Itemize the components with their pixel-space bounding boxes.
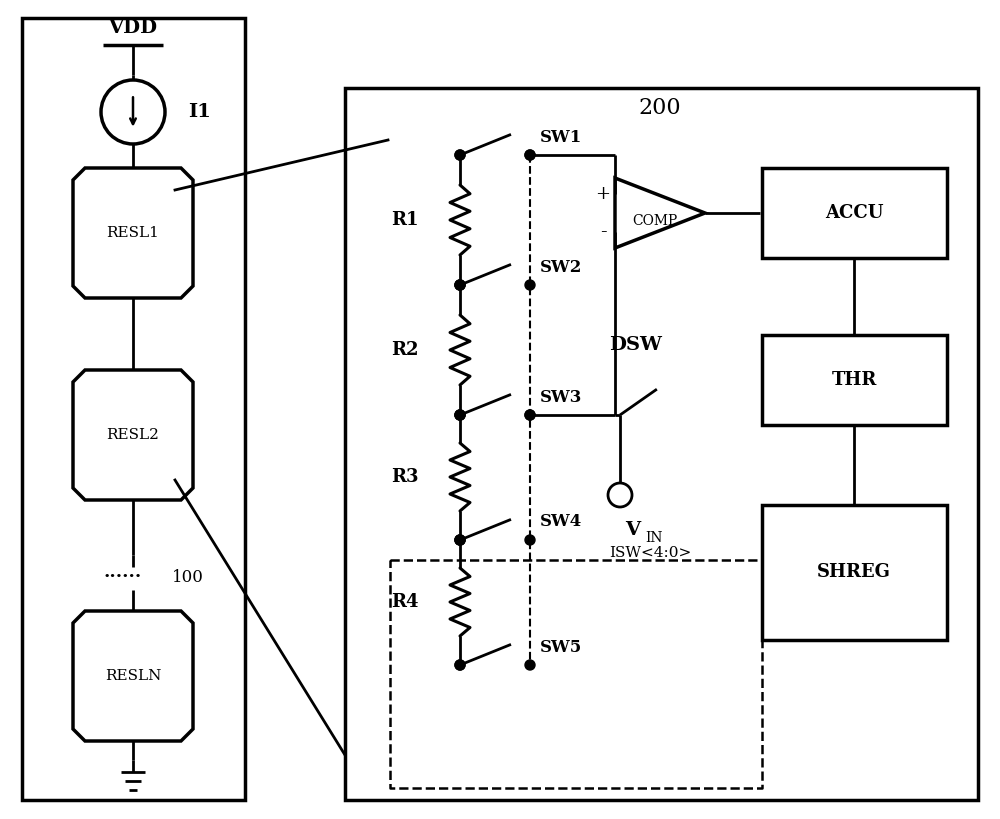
Text: 200: 200: [639, 97, 681, 119]
Text: +: +: [596, 185, 610, 203]
Circle shape: [455, 410, 465, 420]
Circle shape: [455, 410, 465, 420]
Text: R3: R3: [391, 468, 419, 486]
Circle shape: [455, 150, 465, 160]
Circle shape: [455, 410, 465, 420]
Circle shape: [525, 410, 535, 420]
Circle shape: [455, 280, 465, 290]
Text: SW4: SW4: [540, 514, 582, 531]
Circle shape: [455, 660, 465, 670]
Text: THR: THR: [831, 371, 877, 389]
Text: -: -: [600, 223, 606, 241]
Text: ACCU: ACCU: [825, 204, 883, 222]
Text: R2: R2: [391, 341, 419, 359]
Text: RESL1: RESL1: [107, 226, 159, 240]
Circle shape: [455, 150, 465, 160]
Circle shape: [455, 280, 465, 290]
Text: SW5: SW5: [540, 639, 582, 655]
Text: RESL2: RESL2: [107, 428, 159, 442]
Circle shape: [455, 535, 465, 545]
Bar: [762, 505, 947, 640]
Bar: [345, 88, 978, 800]
Text: I1: I1: [188, 103, 211, 121]
Text: RESLN: RESLN: [105, 669, 161, 683]
Circle shape: [525, 410, 535, 420]
Text: DSW: DSW: [609, 336, 661, 354]
Text: IN: IN: [645, 531, 662, 545]
Circle shape: [455, 660, 465, 670]
Text: 100: 100: [172, 568, 204, 586]
Text: SW3: SW3: [540, 388, 582, 405]
Text: SW1: SW1: [540, 129, 582, 146]
Circle shape: [525, 280, 535, 290]
Text: R4: R4: [391, 593, 419, 611]
Bar: [762, 335, 947, 425]
Text: R1: R1: [391, 211, 419, 229]
Circle shape: [455, 535, 465, 545]
Circle shape: [525, 150, 535, 160]
Text: ......: ......: [104, 563, 142, 581]
Text: COMP: COMP: [632, 214, 678, 228]
Circle shape: [455, 280, 465, 290]
Text: ISW<4:0>: ISW<4:0>: [609, 546, 691, 560]
Circle shape: [525, 660, 535, 670]
Text: VDD: VDD: [108, 19, 158, 37]
Circle shape: [525, 150, 535, 160]
Circle shape: [455, 535, 465, 545]
Text: V: V: [625, 521, 640, 539]
Bar: [762, 168, 947, 258]
Bar: [22, 18, 245, 800]
Text: SW2: SW2: [540, 259, 582, 275]
Text: SHREG: SHREG: [817, 563, 891, 581]
Circle shape: [525, 535, 535, 545]
